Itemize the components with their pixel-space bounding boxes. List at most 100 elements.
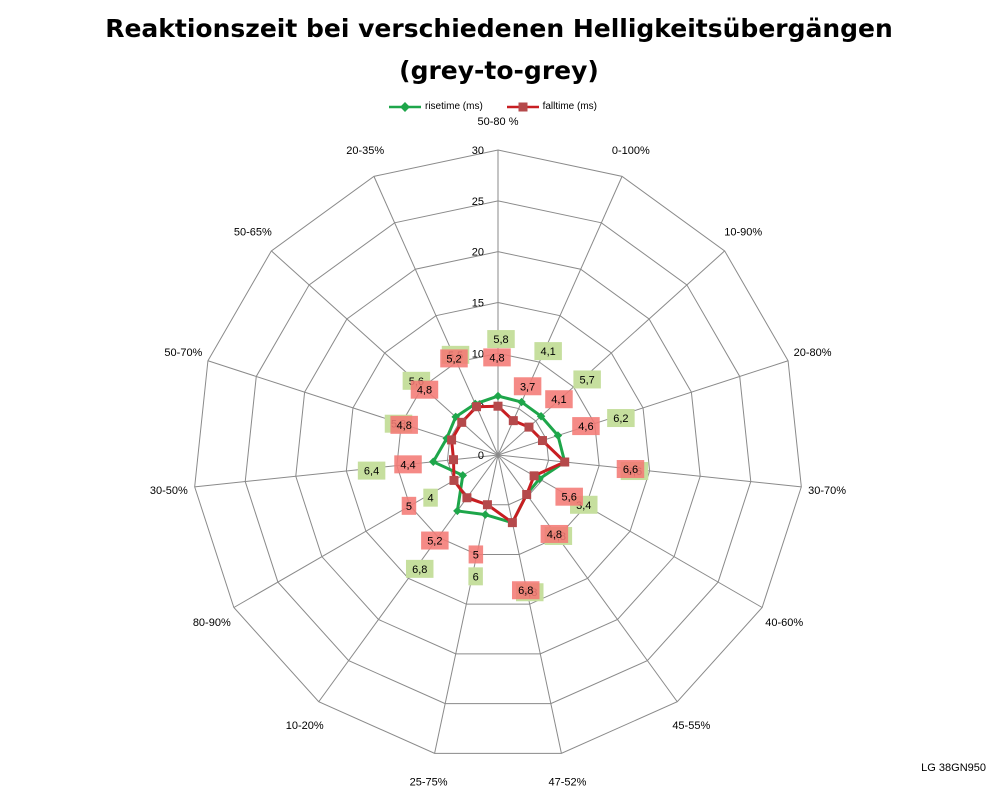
risetime-marker	[429, 457, 438, 467]
radial-tick-label: 10	[472, 348, 484, 360]
chart-legend: risetime (ms) falltime (ms)	[388, 101, 617, 117]
radial-tick-label: 15	[472, 298, 484, 310]
grid-spoke	[373, 176, 499, 456]
falltime-marker	[537, 436, 547, 446]
falltime-marker	[507, 518, 517, 528]
grid-spoke	[497, 250, 725, 456]
falltime-data-label: 5	[406, 501, 412, 513]
grid-ring	[446, 403, 550, 506]
legend-falltime-swatch	[506, 102, 539, 111]
risetime-marker	[453, 506, 462, 516]
falltime-marker	[493, 401, 503, 411]
falltime-label-box	[616, 460, 645, 479]
risetime-marker	[517, 397, 526, 407]
falltime-marker	[482, 500, 492, 510]
falltime-label-box	[483, 348, 511, 367]
radial-tick-label: 20	[472, 247, 484, 259]
legend-item-risetime: risetime (ms)	[388, 101, 483, 112]
watermark: LG 38GN950	[921, 762, 986, 774]
risetime-label-box	[573, 370, 601, 389]
category-label: 30-50%	[150, 485, 188, 497]
legend-risetime-swatch	[389, 101, 421, 112]
falltime-data-label: 4,8	[489, 352, 504, 364]
falltime-label-box	[468, 545, 484, 564]
risetime-marker	[458, 471, 468, 480]
risetime-marker	[553, 431, 563, 440]
falltime-label-box	[421, 531, 449, 550]
legend-item-falltime: falltime (ms)	[506, 101, 597, 112]
falltime-marker	[471, 402, 481, 412]
risetime-data-label: 4	[428, 493, 434, 505]
category-label: 0-100%	[612, 145, 650, 157]
grid-spoke	[194, 454, 499, 488]
radial-tick-label: 30	[472, 145, 484, 157]
falltime-label-box	[513, 377, 542, 396]
risetime-marker	[481, 510, 490, 519]
chart-title-line2: (grey-to-grey)	[399, 56, 599, 85]
falltime-label-box	[390, 415, 418, 434]
falltime-data-label: 4,1	[551, 394, 566, 406]
risetime-data-label: 5,7	[579, 374, 594, 386]
category-label: 25-75%	[410, 777, 448, 786]
category-label: 20-35%	[346, 145, 384, 157]
chart-title-line1: Reaktionszeit bei verschiedenen Helligke…	[105, 14, 893, 43]
falltime-data-label: 4,6	[578, 421, 593, 433]
falltime-data-label: 5,6	[562, 492, 577, 504]
category-label: 30-70%	[808, 485, 846, 497]
falltime-label-box	[540, 524, 569, 543]
legend-risetime-label: risetime (ms)	[425, 101, 483, 112]
grid-ring	[244, 200, 752, 705]
falltime-data-label: 4,8	[547, 529, 562, 541]
category-label: 47-52%	[548, 777, 586, 786]
falltime-label-box	[545, 390, 573, 409]
falltime-marker	[447, 435, 457, 445]
falltime-label-box	[440, 349, 468, 368]
risetime-label-box	[405, 559, 434, 578]
falltime-marker	[529, 471, 539, 481]
risetime-data-label: 5,8	[493, 334, 508, 346]
category-label: 20-80%	[794, 347, 832, 359]
risetime-label-box	[468, 567, 483, 586]
falltime-marker	[522, 489, 532, 499]
radial-tick-label: 0	[478, 450, 484, 462]
chart-title: Reaktionszeit bei verschiedenen Helligke…	[0, 8, 998, 92]
risetime-data-label: 6,8	[412, 564, 427, 576]
falltime-data-label: 5,2	[427, 536, 442, 548]
risetime-label-box	[357, 461, 386, 480]
series-line-1	[450, 404, 567, 525]
radial-tick-label: 25	[472, 196, 484, 208]
falltime-marker	[449, 475, 459, 485]
falltime-data-label: 4,4	[400, 459, 415, 471]
category-label: 10-90%	[724, 227, 762, 239]
grid-ring	[345, 301, 651, 605]
falltime-label-box	[511, 581, 540, 600]
risetime-label-box	[534, 342, 562, 361]
grid-ring	[194, 149, 802, 754]
series-line-0	[431, 394, 567, 525]
grid-ring	[295, 251, 701, 655]
falltime-label-box	[572, 417, 600, 436]
grid-spoke	[497, 454, 562, 754]
grid-ring	[396, 352, 600, 555]
falltime-marker	[508, 416, 518, 426]
risetime-data-label: 6,2	[613, 413, 628, 425]
falltime-data-label: 3,7	[520, 381, 535, 393]
falltime-marker	[560, 457, 570, 467]
grid-spoke	[497, 454, 802, 488]
category-label: 50-70%	[164, 347, 202, 359]
falltime-data-label: 4,8	[397, 420, 412, 432]
falltime-data-label: 6,6	[623, 464, 638, 476]
risetime-data-label: 6	[473, 571, 479, 583]
falltime-data-label: 5	[473, 549, 479, 561]
category-label: 50-80 %	[478, 116, 519, 128]
falltime-marker	[449, 455, 459, 465]
falltime-marker	[457, 417, 467, 427]
grid-spoke	[497, 176, 623, 456]
risetime-label-box	[487, 330, 515, 349]
risetime-marker	[536, 411, 546, 421]
falltime-marker	[524, 422, 534, 432]
falltime-label-box	[555, 487, 583, 506]
falltime-data-label: 4,8	[417, 385, 432, 397]
category-label: 80-90%	[193, 617, 231, 629]
